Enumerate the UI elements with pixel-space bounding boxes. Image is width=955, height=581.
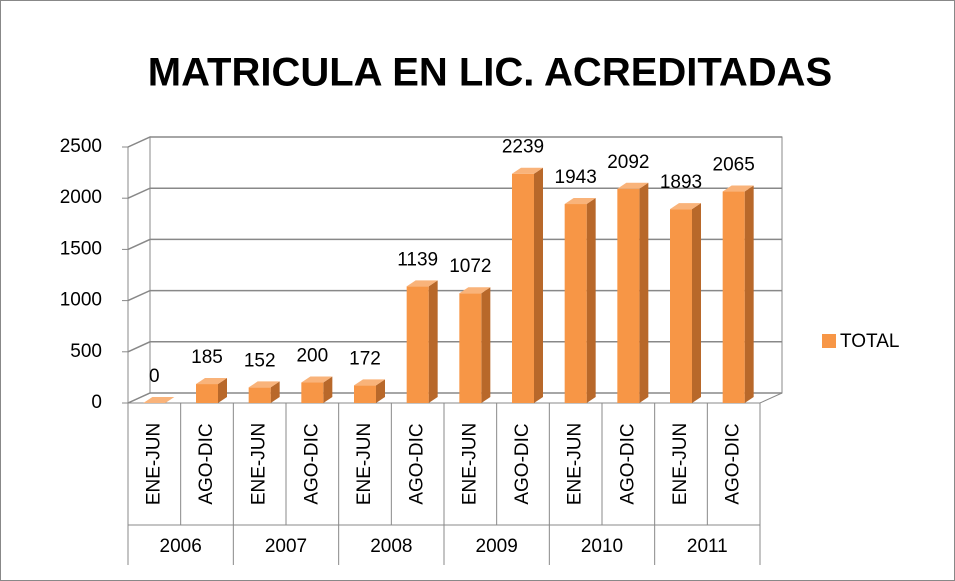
bar <box>196 384 218 403</box>
bar <box>512 173 534 403</box>
bar <box>564 204 587 403</box>
x-tick-label: ENE-JUN <box>354 423 375 505</box>
x-tick-label: AGO-DIC <box>723 423 744 504</box>
x-tick-label: AGO-DIC <box>196 423 217 504</box>
y-tick-label: 1000 <box>60 290 102 311</box>
bar-top <box>670 203 701 210</box>
x-tick-label: AGO-DIC <box>617 423 638 504</box>
x-tick-label: AGO-DIC <box>407 423 428 504</box>
bar <box>406 286 429 403</box>
chart-title: MATRICULA EN LIC. ACREDITADAS <box>148 51 832 95</box>
bar-side <box>481 287 491 403</box>
grid-line <box>127 136 782 148</box>
bar-side <box>639 182 649 403</box>
data-label: 1893 <box>660 172 702 193</box>
bar <box>722 191 745 403</box>
bar-side <box>586 198 596 403</box>
y-tick-label: 2500 <box>60 136 102 157</box>
data-label: 152 <box>244 350 276 371</box>
group-label: 2008 <box>370 536 412 557</box>
bar-side <box>692 203 701 403</box>
bar <box>354 385 376 403</box>
y-tick-label: 1500 <box>60 238 102 259</box>
data-label: 185 <box>191 347 223 368</box>
bar-side <box>376 379 385 403</box>
bar-side <box>323 376 333 403</box>
bar-top <box>301 376 333 383</box>
bar-top <box>143 397 175 403</box>
legend-label: TOTAL <box>840 331 899 352</box>
y-tick-label: 0 <box>91 392 102 413</box>
group-label: 2010 <box>581 536 623 557</box>
bar-side <box>218 378 227 403</box>
bar-top <box>617 182 649 189</box>
bar <box>459 293 482 403</box>
bar-side <box>534 167 543 403</box>
bar-top <box>406 280 438 287</box>
y-tick-label: 2000 <box>60 187 102 208</box>
bar-side <box>744 185 754 403</box>
data-label: 2239 <box>502 137 544 158</box>
grid-line <box>127 187 782 199</box>
x-tick-label: ENE-JUN <box>670 423 691 505</box>
x-tick-label: AGO-DIC <box>301 423 322 504</box>
x-tick-label: ENE-JUN <box>459 423 480 505</box>
bar-top <box>248 381 280 388</box>
x-tick-label: ENE-JUN <box>143 423 164 505</box>
data-label: 2092 <box>607 152 649 173</box>
bar <box>617 188 640 403</box>
bar-side <box>270 381 280 403</box>
x-tick-label: AGO-DIC <box>512 423 533 504</box>
bar <box>248 387 271 403</box>
bar-top <box>459 287 491 294</box>
data-label: 0 <box>149 366 160 387</box>
x-tick-label: ENE-JUN <box>249 423 270 505</box>
legend-swatch <box>822 334 836 348</box>
data-label: 172 <box>349 348 381 369</box>
data-label: 1139 <box>397 249 438 270</box>
bar-top <box>512 167 543 174</box>
x-tick-label: ENE-JUN <box>565 423 586 505</box>
bar-top <box>196 378 227 385</box>
bar-side <box>428 280 438 403</box>
group-label: 2007 <box>265 536 307 557</box>
data-label: 2065 <box>713 155 755 176</box>
data-label: 200 <box>296 346 328 367</box>
bar <box>301 382 324 403</box>
group-label: 2006 <box>160 536 202 557</box>
bar-top <box>564 198 596 205</box>
data-label: 1072 <box>449 256 491 277</box>
y-tick-label: 500 <box>70 341 102 362</box>
bar <box>670 209 692 403</box>
bar-top <box>354 379 385 386</box>
bar-top <box>722 185 754 192</box>
group-label: 2009 <box>476 536 518 557</box>
data-label: 1943 <box>555 167 597 188</box>
group-label: 2011 <box>687 536 728 557</box>
